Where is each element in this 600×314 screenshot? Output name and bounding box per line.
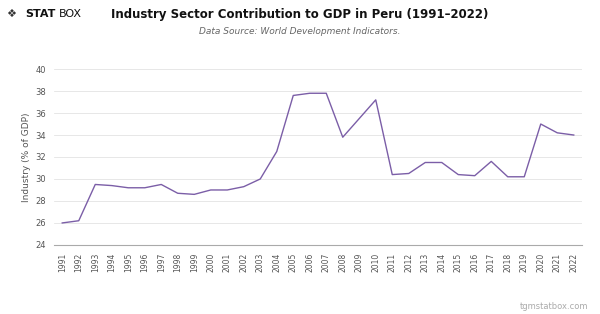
Text: tgmstatbox.com: tgmstatbox.com [520,302,588,311]
Y-axis label: Industry (% of GDP): Industry (% of GDP) [22,112,31,202]
Text: STAT: STAT [25,9,56,19]
Text: Data Source: World Development Indicators.: Data Source: World Development Indicator… [199,27,401,36]
Text: ❖: ❖ [6,9,16,19]
Text: Industry Sector Contribution to GDP in Peru (1991–2022): Industry Sector Contribution to GDP in P… [112,8,488,21]
Text: BOX: BOX [59,9,82,19]
